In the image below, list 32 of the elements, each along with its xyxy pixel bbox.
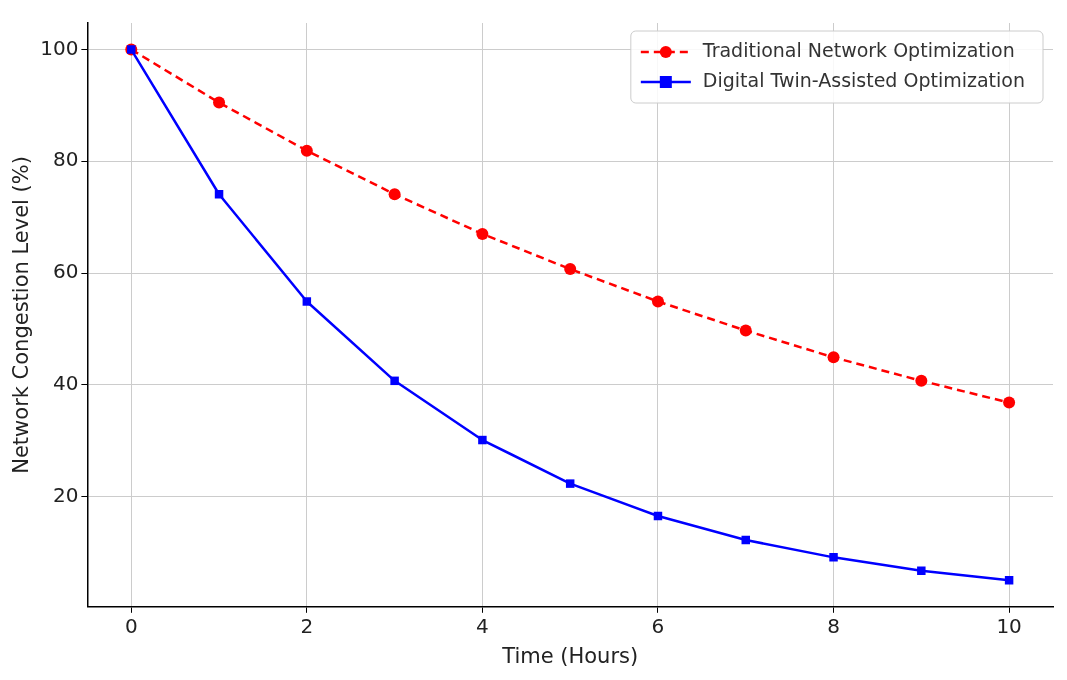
- point: [739, 324, 752, 337]
- point: [917, 566, 926, 576]
- point: [390, 376, 399, 386]
- y-tick-label: 40: [52, 370, 79, 395]
- y-tick-label: 60: [52, 259, 79, 284]
- point: [1003, 396, 1016, 409]
- x-axis-title: Time (Hours): [501, 643, 639, 668]
- point: [213, 96, 226, 109]
- point: [915, 374, 928, 387]
- point: [1004, 576, 1014, 585]
- point: [564, 263, 577, 276]
- x-tick-label: 6: [651, 614, 665, 638]
- legend-label: Digital Twin-Assisted Optimization: [702, 68, 1026, 91]
- x-tick-label: 4: [476, 614, 489, 638]
- point: [476, 227, 489, 240]
- y-tick-label: 80: [52, 147, 79, 172]
- x-tick-label: 10: [996, 614, 1022, 638]
- x-tick-label: 8: [827, 614, 840, 638]
- point: [565, 479, 575, 488]
- x-tick-label: 0: [124, 614, 138, 638]
- point: [388, 188, 401, 201]
- y-axis-title: Network Congestion Level (%): [9, 156, 34, 474]
- x-tick-label: 2: [300, 614, 314, 638]
- point: [827, 351, 840, 364]
- point: [829, 553, 838, 562]
- legend-label: Traditional Network Optimization: [701, 38, 1015, 61]
- point: [300, 144, 313, 157]
- y-tick-label: 100: [40, 35, 79, 60]
- point: [302, 297, 312, 306]
- point: [478, 435, 487, 445]
- point: [651, 295, 664, 308]
- y-tick-label: 20: [52, 482, 79, 507]
